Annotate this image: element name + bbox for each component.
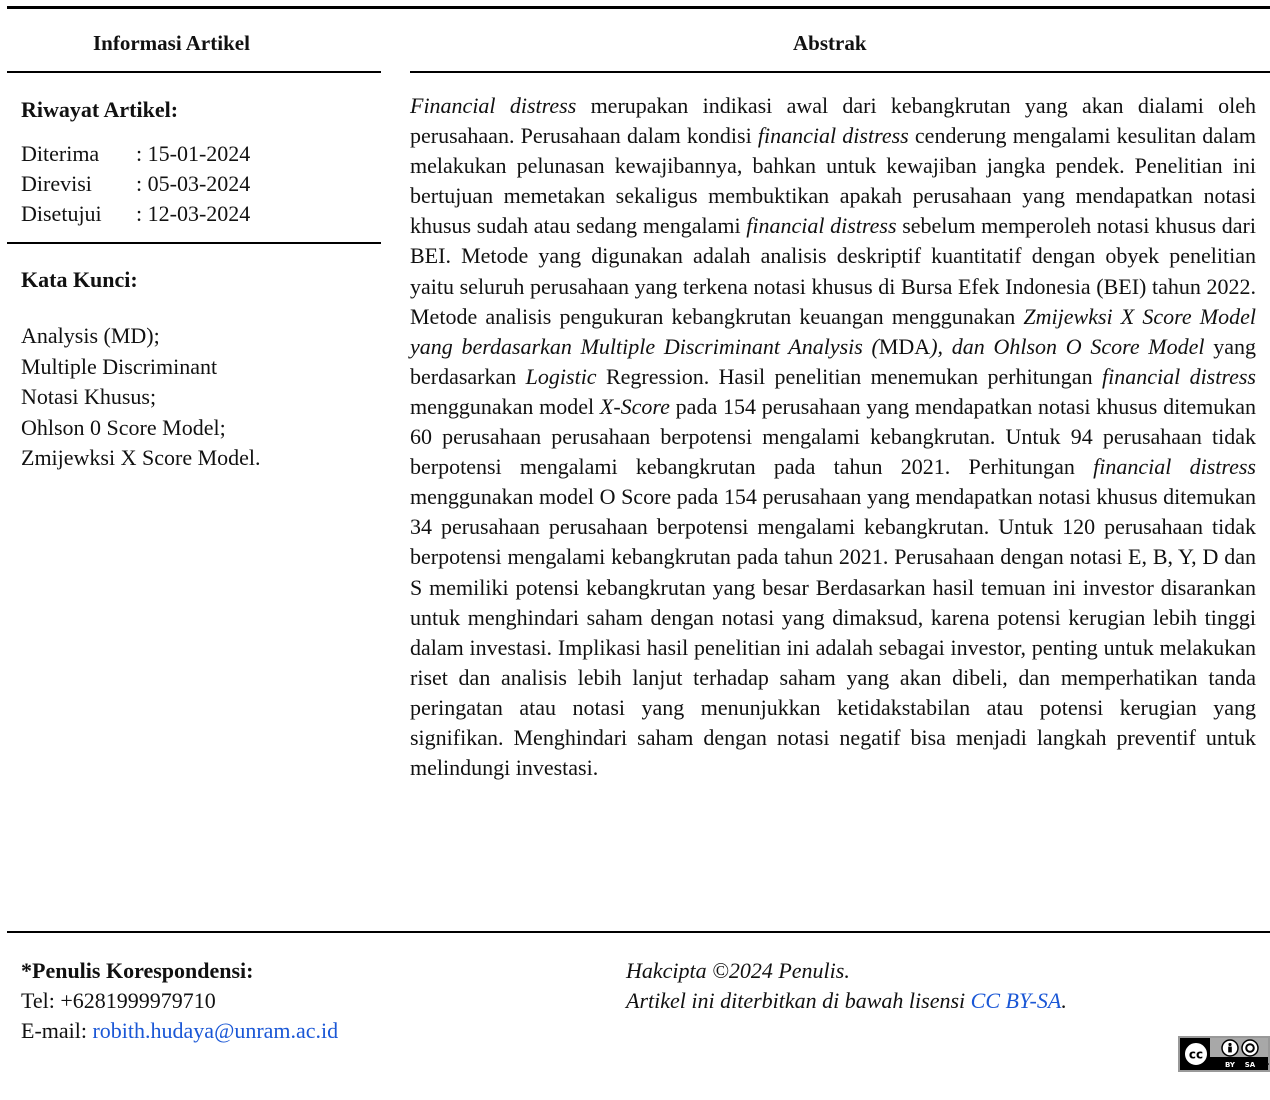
history-table: Diterima : 15-01-2024 Direvisi : 05-03-2… bbox=[21, 139, 250, 229]
history-row: Disetujui : 12-03-2024 bbox=[21, 199, 250, 229]
by-label: BY bbox=[1225, 1061, 1236, 1069]
cc-by-sa-badge[interactable]: cc BY SA bbox=[1178, 1036, 1270, 1072]
abstract-segment: financial dis­tress bbox=[1101, 363, 1256, 389]
cc-icon bbox=[1183, 1041, 1209, 1067]
abstract-segment: yang berdasarkan bbox=[410, 333, 1256, 389]
abstract-segment: Zmijewksi X Score Model yang berdasarkan… bbox=[410, 303, 1257, 359]
correspondence-block: *Penulis Korespondensi: Tel: +6281999979… bbox=[21, 956, 338, 1046]
abstract-rule bbox=[410, 71, 1270, 73]
license-link[interactable]: CC BY-SA bbox=[970, 988, 1062, 1013]
top-rule bbox=[7, 6, 1270, 9]
history-value: : 12-03-2024 bbox=[136, 201, 251, 226]
copyright-line: Hakcipta ©2024 Penulis. bbox=[626, 958, 850, 983]
article-info-heading: Informasi Artikel bbox=[93, 31, 250, 55]
history-value: : 05-03-2024 bbox=[136, 171, 251, 196]
license-suffix: . bbox=[1061, 988, 1067, 1013]
history-row: Diterima : 15-01-2024 bbox=[21, 139, 250, 169]
history-label: Diterima bbox=[21, 141, 100, 166]
history-row: Direvisi : 05-03-2024 bbox=[21, 169, 250, 199]
correspondence-heading: *Penulis Korespondensi: bbox=[21, 958, 254, 983]
sa-label: SA bbox=[1245, 1061, 1256, 1069]
cc-badge-graphic: cc BY SA bbox=[1180, 1038, 1268, 1070]
abstract-segment: MDA bbox=[878, 333, 931, 359]
history-heading: Riwayat Artikel: bbox=[21, 97, 179, 122]
history-label: Direvisi bbox=[21, 171, 92, 196]
keyword-item: Zmijewksi X Score Model. bbox=[21, 445, 261, 470]
abstract-segment: Financial distress bbox=[410, 93, 577, 118]
badge-trailing-dot: . bbox=[1266, 1052, 1270, 1069]
keyword-item: Multiple Discriminant bbox=[21, 353, 218, 379]
correspondence-tel: Tel: +6281999979710 bbox=[21, 988, 216, 1013]
history-label: Disetujui bbox=[21, 201, 102, 226]
abstract-segment: pada 154 perusahaan yang mendapatkan not… bbox=[410, 393, 1256, 480]
abstract-text: Financial distress merupakan indikasi aw… bbox=[410, 91, 1256, 783]
email-link[interactable]: robith.hudaya@unram.ac.id bbox=[92, 1018, 339, 1043]
abstract-segment: sebelum memperoleh notasi khusus dari BE… bbox=[410, 213, 1256, 329]
keywords-rule bbox=[7, 242, 381, 244]
abstract-segment: financial distress bbox=[757, 123, 909, 149]
license-prefix: Artikel ini diterbitkan di bawah lisensi bbox=[626, 988, 971, 1013]
history-value: : 15-01-2024 bbox=[136, 141, 251, 166]
abstract-segment: menggunakan model O Score pada 154 perus… bbox=[410, 484, 1256, 781]
cc-text: cc bbox=[1189, 1048, 1203, 1062]
license-line: Artikel ini diterbitkan di bawah lisensi… bbox=[626, 986, 1067, 1016]
abstract-segment: cenderung mengalami kesulitan dalam mela… bbox=[410, 123, 1257, 239]
keyword-item: Notasi Khusus; bbox=[21, 384, 157, 409]
abstract-segment: financial distress bbox=[746, 213, 897, 239]
abstract-segment: financial distress bbox=[1093, 454, 1256, 480]
keyword-item: Analysis (MD); bbox=[21, 323, 160, 348]
abstract-segment: menggunakan model bbox=[410, 393, 600, 419]
sa-share-alike-icon bbox=[1241, 1039, 1259, 1057]
keyword-list: Analysis (MD); Multiple Discriminant Not… bbox=[21, 321, 261, 474]
keyword-item: Ohlson 0 Score Model; bbox=[21, 414, 226, 440]
abstract-segment: X-Score bbox=[599, 393, 670, 419]
by-person-icon bbox=[1221, 1039, 1239, 1057]
correspondence-email-line: E-mail: robith.hudaya@unram.ac.id bbox=[21, 1016, 338, 1046]
abstract-segment: ), dan Ohlson O Score Model bbox=[930, 333, 1205, 359]
copyright-block: Hakcipta ©2024 Penulis. Artikel ini dite… bbox=[626, 956, 1067, 1016]
email-label: E-mail: bbox=[21, 1018, 93, 1043]
bottom-rule bbox=[7, 931, 1270, 933]
abstract-segment: merupakan indikasi awal dari kebangkruta… bbox=[410, 93, 1256, 149]
abstract-segment: Logistic bbox=[525, 363, 597, 389]
article-info-rule bbox=[7, 71, 381, 73]
abstract-heading: Abstrak bbox=[793, 31, 867, 55]
abstract-segment: Regression. Hasil penelitian menemukan p… bbox=[596, 363, 1102, 389]
keywords-heading: Kata Kunci: bbox=[21, 267, 138, 292]
